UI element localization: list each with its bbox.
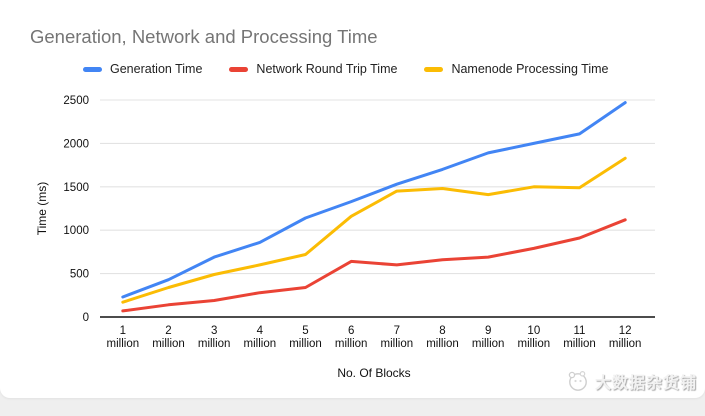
y-tick-label: 2000 <box>63 138 89 150</box>
x-tick-label: million <box>518 338 551 350</box>
legend-item-generation-time: Generation Time <box>83 62 202 76</box>
x-tick-label: million <box>244 338 277 350</box>
x-tick-label: million <box>289 338 322 350</box>
x-tick-label: 3 <box>211 325 217 337</box>
chart-card: Generation, Network and Processing Time … <box>30 26 655 380</box>
x-tick-label: million <box>609 338 642 350</box>
y-tick-label: 1000 <box>63 225 89 237</box>
x-tick-label: 10 <box>527 325 540 337</box>
y-tick-label: 500 <box>70 269 89 281</box>
legend-label: Generation Time <box>110 62 203 76</box>
x-tick-label: 1 <box>120 325 126 337</box>
legend-item-network-round-trip-time: Network Round Trip Time <box>229 62 397 76</box>
x-axis-title: No. Of Blocks <box>337 366 410 380</box>
watermark: 大数据杂货铺 <box>566 369 697 393</box>
series-line-generation-time <box>121 101 627 299</box>
x-tick-label: million <box>198 338 231 350</box>
x-tick-label: 8 <box>439 325 445 337</box>
x-tick-label: 11 <box>574 325 586 337</box>
series-line-network-round-trip-time <box>121 218 627 313</box>
legend-label: Namenode Processing Time <box>451 62 609 76</box>
x-tick-label: 2 <box>165 325 171 337</box>
y-axis-title: Time (ms) <box>35 182 49 236</box>
x-tick-label: 9 <box>485 325 491 337</box>
legend-swatch-red <box>229 66 249 72</box>
x-tick-label: million <box>563 338 596 350</box>
y-tick-label: 0 <box>83 312 89 324</box>
legend-swatch-yellow <box>424 66 444 72</box>
x-tick-label: million <box>107 338 140 350</box>
watermark-logo-icon <box>568 371 587 391</box>
y-tick-label: 1500 <box>63 182 89 194</box>
x-tick-label: 12 <box>619 325 632 337</box>
chart-title: Generation, Network and Processing Time <box>30 26 378 47</box>
legend-label: Network Round Trip Time <box>256 62 398 76</box>
x-tick-label: 4 <box>257 325 264 337</box>
x-tick-label: million <box>335 338 368 350</box>
x-tick-label: million <box>426 338 459 350</box>
line-chart: 050010001500200025001million2million3mil… <box>35 95 655 380</box>
legend-item-namenode-processing-time: Namenode Processing Time <box>424 62 608 76</box>
x-tick-label: million <box>152 338 185 350</box>
x-tick-label: million <box>472 338 505 350</box>
x-tick-label: 7 <box>394 325 400 337</box>
x-tick-label: 6 <box>348 325 354 337</box>
y-tick-label: 2500 <box>63 95 89 107</box>
series-line-namenode-processing-time <box>121 156 627 304</box>
chart-legend: Generation Time Network Round Trip Time … <box>83 62 608 76</box>
watermark-text: 大数据杂货铺 <box>594 375 697 392</box>
x-tick-label: million <box>381 338 414 350</box>
legend-swatch-blue <box>83 66 102 72</box>
x-tick-label: 5 <box>302 325 308 337</box>
